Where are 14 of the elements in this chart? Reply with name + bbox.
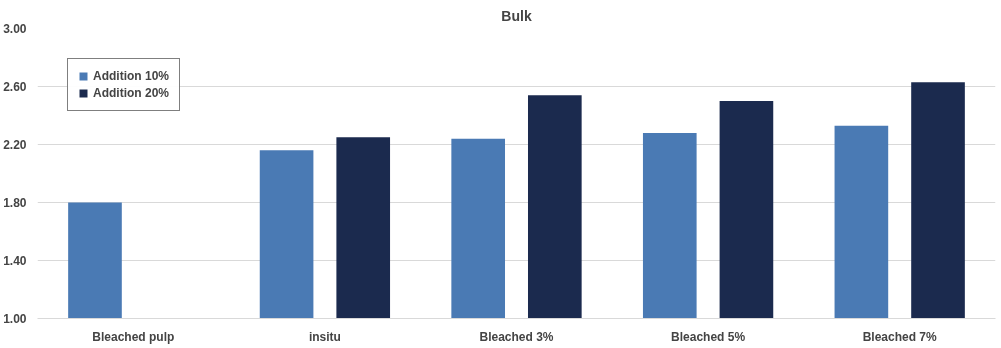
chart-title: Bulk <box>501 7 532 24</box>
y-tick-label: 1.80 <box>3 196 27 210</box>
legend-label: Addition 20% <box>93 86 170 100</box>
x-tick-label: insitu <box>308 329 341 344</box>
x-tick-label: Bleached 5% <box>671 329 746 344</box>
x-tick-label: Bleached 3% <box>479 329 554 344</box>
y-tick-label: 3.00 <box>3 22 27 36</box>
x-tick-label: Bleached pulp <box>92 329 175 344</box>
y-tick-label: 1.40 <box>3 254 27 268</box>
y-tick-label: 2.20 <box>3 138 27 152</box>
y-tick-label: 2.60 <box>3 80 27 94</box>
y-tick-label: 1.00 <box>3 312 27 326</box>
x-tick-label: Bleached 7% <box>862 329 938 344</box>
legend-label: Addition 10% <box>93 69 170 83</box>
